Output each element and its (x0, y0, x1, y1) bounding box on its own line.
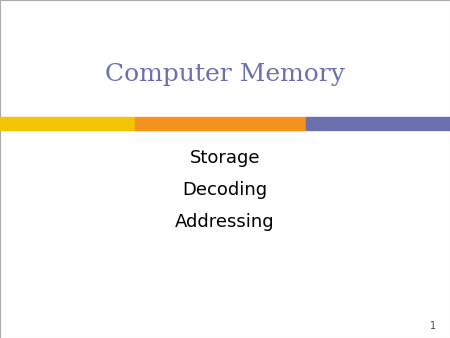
Bar (0, 117, 135, 130)
Bar (306, 117, 450, 130)
Text: 1: 1 (430, 321, 436, 331)
Bar (135, 117, 306, 130)
Text: Storage: Storage (190, 149, 260, 167)
Text: Decoding: Decoding (182, 181, 268, 199)
Text: Computer Memory: Computer Memory (105, 63, 345, 86)
Text: Addressing: Addressing (175, 213, 275, 231)
